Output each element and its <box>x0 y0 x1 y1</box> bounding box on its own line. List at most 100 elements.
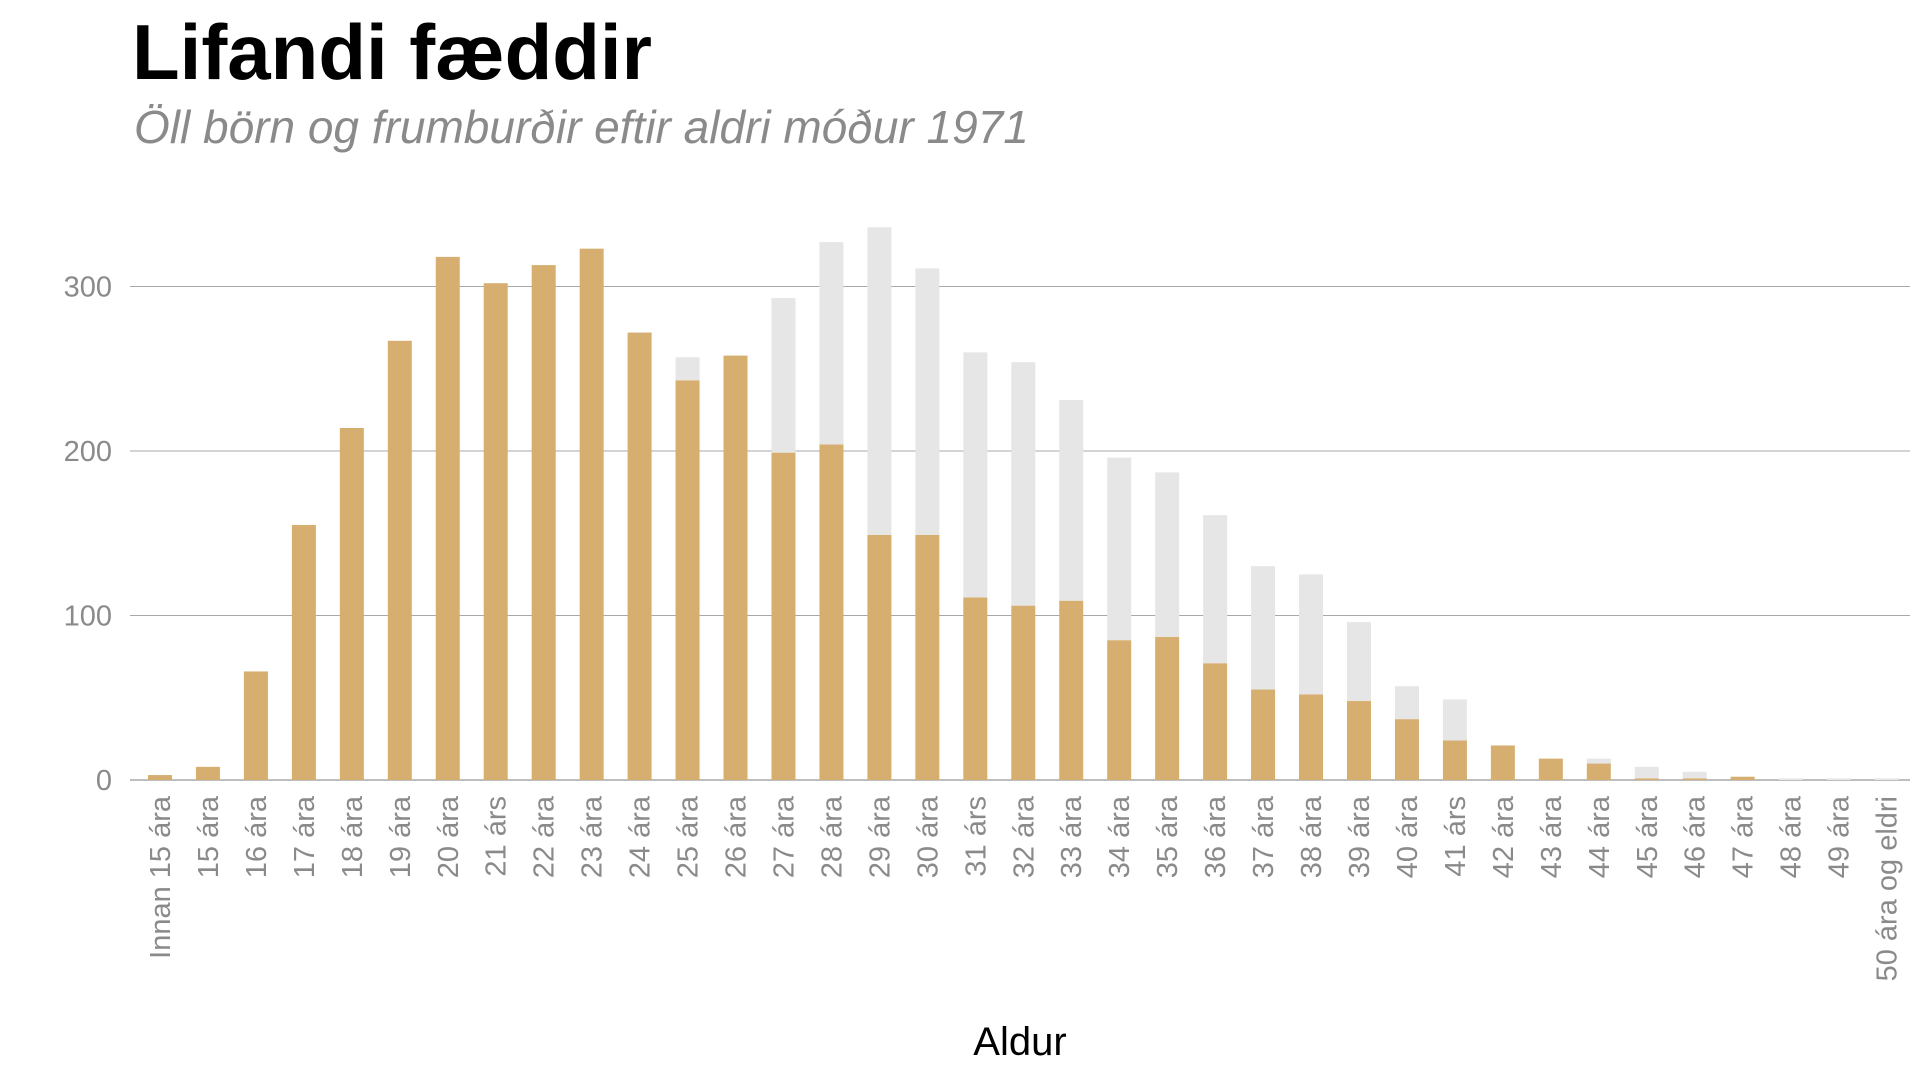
chart-subtitle: Öll börn og frumburðir eftir aldri móður… <box>134 101 1029 153</box>
x-tick-label: 30 ára <box>912 795 944 878</box>
y-tick-label: 100 <box>64 601 112 633</box>
y-tick-label: 200 <box>64 436 112 468</box>
bar-overlap <box>1251 689 1276 780</box>
bar-overlap <box>1634 778 1659 780</box>
x-tick-label: 23 ára <box>577 795 609 878</box>
bar-all-births <box>1011 362 1036 606</box>
bar-overlap <box>1586 763 1611 780</box>
x-tick-label: 42 ára <box>1488 795 1520 878</box>
x-tick-label: 19 ára <box>385 795 417 878</box>
bar-overlap <box>771 452 796 780</box>
y-axis-ticks: 0 100 200 300 <box>64 272 112 798</box>
bar-all-births <box>1155 472 1180 637</box>
x-tick-label: 18 ára <box>337 795 369 878</box>
bar-overlap <box>435 256 460 780</box>
bar-all-births <box>1059 400 1084 601</box>
bar-overlap <box>483 283 508 780</box>
bar-overlap <box>963 597 988 780</box>
bar-all-births <box>1394 686 1419 720</box>
bar-overlap <box>1059 600 1084 780</box>
bar-overlap <box>867 534 892 780</box>
x-tick-label: 43 ára <box>1536 795 1568 878</box>
x-tick-label: 26 ára <box>721 795 753 878</box>
chart-title: Lifandi fæddir <box>132 8 652 96</box>
x-tick-label: 35 ára <box>1152 795 1184 878</box>
bar-overlap <box>579 248 604 781</box>
x-tick-label: 39 ára <box>1344 795 1376 878</box>
bar-all-births <box>915 268 940 535</box>
bar-overlap <box>1538 758 1563 780</box>
x-tick-label: 20 ára <box>433 795 465 878</box>
bar-all-births <box>1874 778 1899 780</box>
x-tick-label: 47 ára <box>1728 795 1760 878</box>
bar-all-births <box>1442 699 1467 741</box>
bar-all-births <box>1586 758 1611 764</box>
x-tick-label: 29 ára <box>864 795 896 878</box>
x-tick-label: 45 ára <box>1632 795 1664 878</box>
bar-all-births <box>819 242 844 445</box>
bar-overlap <box>1442 740 1467 780</box>
x-tick-label: 22 ára <box>529 795 561 878</box>
bar-overlap <box>627 332 652 780</box>
y-tick-label: 0 <box>96 765 112 797</box>
bar-overlap <box>1011 605 1036 780</box>
x-tick-label: 44 ára <box>1584 795 1616 878</box>
x-tick-label: 31 árs <box>960 796 992 877</box>
bar-all-births <box>1347 622 1371 702</box>
bar-overlap <box>1155 636 1180 780</box>
bar-all-births <box>1682 771 1707 779</box>
bar-overlap <box>195 766 220 780</box>
bar-overlap <box>1490 745 1515 780</box>
bar-all-births <box>771 298 796 453</box>
x-tick-label: 41 árs <box>1440 796 1472 877</box>
bar-overlap <box>339 427 364 780</box>
bar-overlap <box>291 525 316 780</box>
x-axis-ticks: Innan 15 ára 15 ára 16 ára 17 ára 18 ára 19 á… <box>145 795 1904 981</box>
x-tick-label: 33 ára <box>1056 795 1088 878</box>
x-tick-label: 25 ára <box>673 795 705 878</box>
x-tick-label: 17 ára <box>289 795 321 878</box>
x-tick-label: 16 ára <box>241 795 273 878</box>
x-tick-label: 15 ára <box>193 795 225 878</box>
bar-overlap <box>1394 719 1419 780</box>
x-tick-label: 28 ára <box>816 795 848 878</box>
x-tick-label: 37 ára <box>1248 795 1280 878</box>
bar-all-births <box>1826 778 1851 780</box>
bar-overlap <box>1203 663 1228 780</box>
x-tick-label: Innan 15 ára <box>145 795 177 959</box>
x-tick-label: 21 árs <box>481 796 513 877</box>
bar-all-births <box>1107 457 1132 641</box>
bar-overlap <box>243 671 268 780</box>
bar-overlap <box>148 775 172 780</box>
x-tick-label: 24 ára <box>625 795 657 878</box>
bar-overlap <box>1107 640 1132 780</box>
bar-overlap <box>1347 701 1371 780</box>
bar-all-births <box>867 227 892 535</box>
bar-all-births <box>963 352 988 598</box>
bar-overlap <box>387 340 412 780</box>
bar-all-births <box>1299 574 1324 695</box>
x-tick-label: 27 ára <box>768 795 800 878</box>
x-tick-label: 38 ára <box>1296 795 1328 878</box>
bar-overlap <box>1682 778 1707 780</box>
y-tick-label: 300 <box>64 272 112 304</box>
x-tick-label: 46 ára <box>1680 795 1712 878</box>
bar-overlap <box>531 265 556 780</box>
x-tick-label: 36 ára <box>1200 795 1232 878</box>
x-tick-label: 40 ára <box>1392 795 1424 878</box>
x-tick-label: 48 ára <box>1776 795 1808 878</box>
x-axis-label: Aldur <box>973 1020 1066 1064</box>
x-tick-label: 50 ára og eldri <box>1872 796 1904 981</box>
x-tick-label: 49 ára <box>1824 795 1856 878</box>
bar-overlap <box>915 534 940 780</box>
bar-overlap <box>1299 694 1324 780</box>
bar-all-births <box>1251 566 1276 690</box>
bar-all-births <box>675 357 700 381</box>
bar-overlap <box>1730 776 1755 780</box>
bar-overlap <box>723 355 748 780</box>
x-tick-label: 34 ára <box>1104 795 1136 878</box>
bars <box>148 227 1899 781</box>
bar-all-births <box>1203 515 1228 664</box>
x-tick-label: 32 ára <box>1008 795 1040 878</box>
